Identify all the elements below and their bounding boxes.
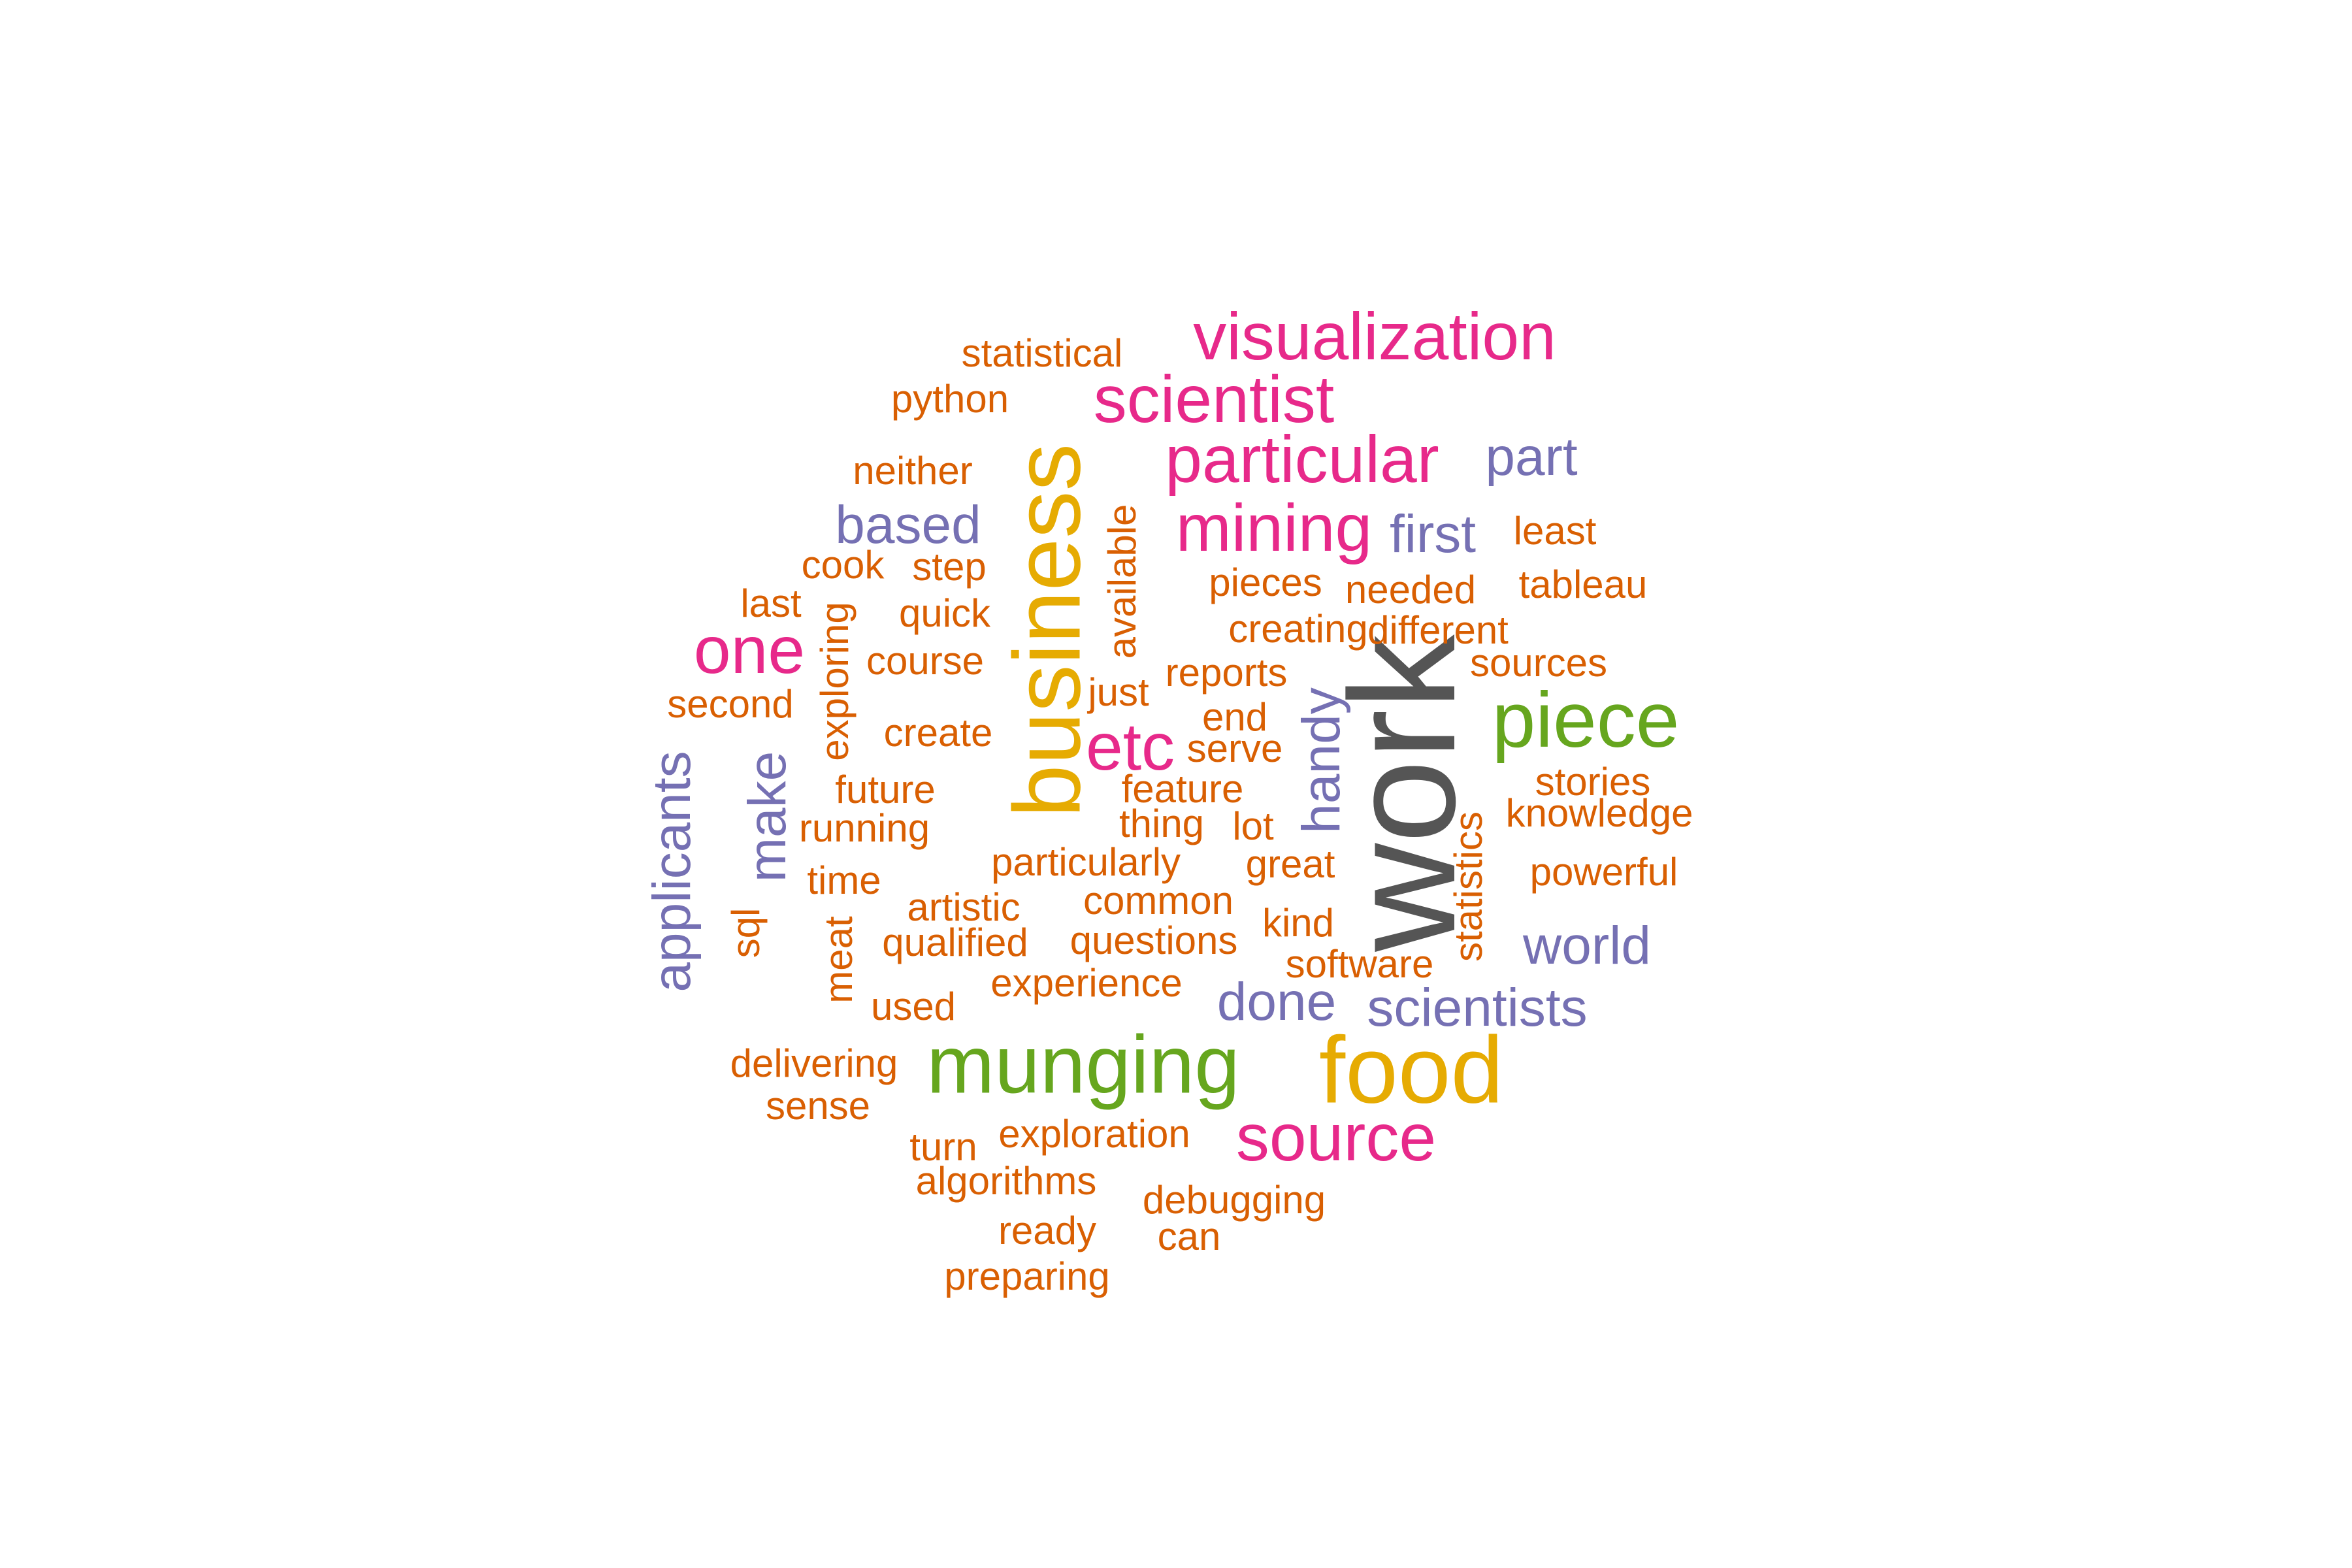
word-world: world [1523, 916, 1651, 975]
word-based: based [835, 495, 981, 555]
word-piece: piece [1492, 676, 1680, 764]
word-least: least [1513, 509, 1597, 553]
word-creating: creating [1228, 607, 1368, 651]
word-source: source [1235, 1100, 1437, 1175]
word-reports: reports [1165, 651, 1288, 694]
word-ready: ready [998, 1209, 1097, 1252]
word-software: software [1285, 942, 1434, 986]
word-one: one [693, 613, 806, 687]
word-mining: mining [1175, 491, 1373, 565]
word-just: just [1088, 670, 1149, 714]
word-thing: thing [1119, 802, 1205, 845]
word-sql: sql [724, 907, 768, 958]
word-sources: sources [1469, 641, 1608, 685]
word-algorithms: algorithms [915, 1159, 1097, 1203]
word-business: business [994, 443, 1100, 818]
word-powerful: powerful [1529, 850, 1678, 894]
word-step: step [912, 545, 987, 589]
word-statistical: statistical [961, 331, 1123, 375]
word-food: food [1318, 1017, 1504, 1123]
word-cook: cook [801, 543, 885, 587]
word-turn: turn [909, 1125, 977, 1169]
word-qualified: qualified [882, 921, 1028, 964]
word-future: future [835, 768, 936, 811]
word-great: great [1245, 842, 1335, 886]
word-exploring: exploring [813, 602, 857, 761]
word-experience: experience [990, 961, 1183, 1005]
word-exploration: exploration [998, 1112, 1190, 1156]
word-feature: feature [1121, 767, 1244, 811]
word-first: first [1389, 504, 1477, 564]
word-running: running [798, 806, 930, 850]
word-last: last [740, 581, 802, 625]
word-common: common [1083, 879, 1234, 923]
word-python: python [890, 377, 1009, 421]
word-used: used [870, 985, 956, 1028]
word-preparing: preparing [944, 1254, 1110, 1298]
word-applicants: applicants [642, 751, 702, 992]
word-debugging: debugging [1142, 1178, 1326, 1222]
word-serve: serve [1186, 727, 1283, 770]
word-needed: needed [1345, 568, 1477, 612]
word-neither: neither [853, 449, 973, 493]
word-quick: quick [898, 591, 991, 635]
word-particularly: particularly [990, 840, 1181, 884]
word-scientist: scientist [1093, 362, 1335, 436]
word-second: second [667, 682, 794, 726]
word-can: can [1157, 1215, 1221, 1258]
word-lot: lot [1232, 804, 1274, 848]
word-part: part [1485, 427, 1578, 487]
word-visualization: visualization [1193, 299, 1556, 374]
word-stories: stories [1535, 760, 1651, 804]
word-end: end [1201, 695, 1268, 739]
word-questions: questions [1070, 919, 1238, 962]
word-munging: munging [926, 1019, 1240, 1111]
word-done: done [1217, 972, 1337, 1032]
word-course: course [866, 639, 985, 683]
word-different: different [1367, 608, 1509, 652]
word-tableau: tableau [1518, 563, 1648, 606]
word-handy: handy [1292, 687, 1351, 834]
word-make: make [738, 751, 797, 883]
word-pieces: pieces [1209, 561, 1322, 604]
word-available: available [1100, 504, 1144, 659]
word-etc: etc [1085, 710, 1175, 784]
word-particular: particular [1165, 422, 1439, 497]
word-artistic: artistic [907, 885, 1021, 929]
word-statistics: statistics [1446, 811, 1490, 962]
word-time: time [807, 858, 881, 902]
word-delivering: delivering [730, 1041, 898, 1085]
word-sense: sense [765, 1084, 871, 1128]
word-knowledge: knowledge [1505, 791, 1693, 835]
word-meat: meat [817, 916, 860, 1004]
word-kind: kind [1262, 901, 1335, 945]
word-create: create [883, 711, 993, 755]
word-scientists: scientists [1367, 978, 1588, 1037]
